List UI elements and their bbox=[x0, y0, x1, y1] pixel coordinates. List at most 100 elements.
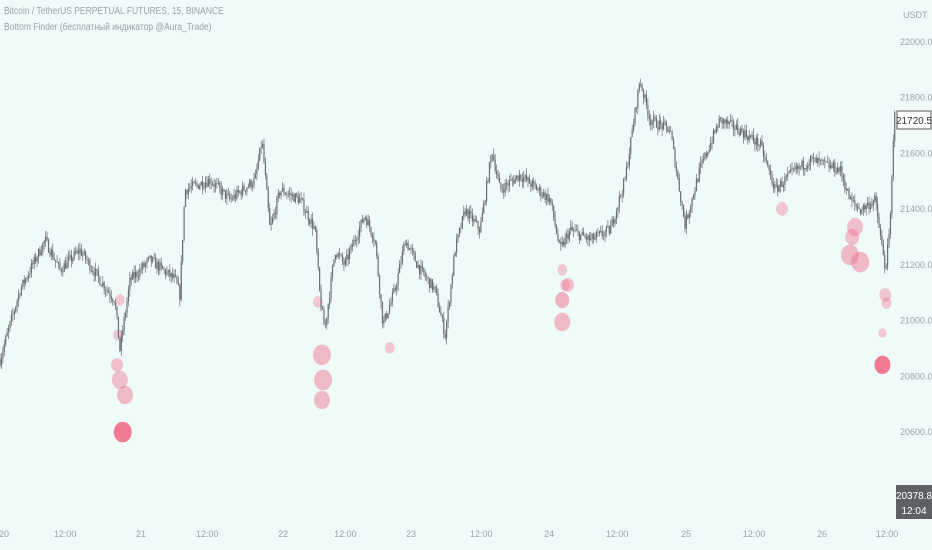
bottom-signal-bubble bbox=[312, 344, 331, 366]
candle-body bbox=[404, 244, 406, 246]
time-tick-label: 26 bbox=[817, 529, 827, 539]
candle-body bbox=[408, 248, 411, 250]
candle-body bbox=[229, 194, 231, 199]
candle-body bbox=[290, 193, 292, 196]
candle-body bbox=[771, 174, 773, 184]
candle-body bbox=[834, 162, 836, 173]
candle-body bbox=[20, 287, 23, 295]
candle-body bbox=[176, 276, 178, 284]
candle-body bbox=[448, 302, 451, 307]
candle-body bbox=[350, 244, 352, 251]
candle-body bbox=[364, 217, 366, 219]
candle-body bbox=[872, 200, 874, 206]
candle-body bbox=[9, 321, 11, 328]
candle-body bbox=[674, 148, 676, 167]
candle-body bbox=[611, 219, 613, 226]
candle-body bbox=[289, 193, 291, 195]
candle-body bbox=[827, 161, 829, 163]
time-tick-label: 21 bbox=[136, 529, 146, 539]
candle-body bbox=[156, 261, 158, 269]
candle-body bbox=[196, 183, 198, 185]
candle-body bbox=[811, 156, 813, 159]
candle-body bbox=[819, 159, 822, 161]
candle-body bbox=[493, 155, 495, 160]
price-axis[interactable]: USDT 22000.0 21800.0 21600.0 21400.0 21200.0… bbox=[900, 10, 932, 437]
crosshair-label: 20378.8 12:04 bbox=[896, 485, 932, 519]
candle-body bbox=[875, 195, 877, 204]
candle-body bbox=[186, 189, 188, 195]
candle-body bbox=[329, 297, 331, 305]
candle-body bbox=[885, 267, 887, 269]
candle-body bbox=[75, 251, 77, 253]
candle-body bbox=[728, 121, 730, 125]
candle-body bbox=[86, 259, 88, 261]
candle-body bbox=[474, 219, 476, 222]
candle-body bbox=[394, 288, 396, 290]
candle-body bbox=[574, 230, 576, 232]
candle-body bbox=[497, 174, 499, 178]
candle-body bbox=[23, 279, 25, 284]
candle-body bbox=[347, 254, 349, 260]
candle-body bbox=[354, 239, 356, 241]
candle-body bbox=[264, 162, 267, 176]
candle-body bbox=[309, 220, 311, 224]
candle-body bbox=[463, 211, 465, 217]
candle-body bbox=[40, 252, 42, 255]
candle-body bbox=[844, 180, 846, 189]
bottom-signal-bubble bbox=[313, 390, 330, 410]
candle-body bbox=[233, 194, 235, 200]
last-price-value: 21720.5 bbox=[896, 116, 932, 127]
candle-body bbox=[511, 179, 513, 181]
candle-body bbox=[748, 135, 750, 141]
candle-body bbox=[414, 253, 416, 262]
candle-body bbox=[464, 211, 466, 215]
candle-body bbox=[43, 240, 45, 244]
candle-body bbox=[675, 166, 678, 172]
candle-body bbox=[70, 254, 72, 262]
candle-body bbox=[578, 231, 580, 241]
candle-body bbox=[874, 195, 876, 201]
candle-body bbox=[437, 293, 439, 308]
candle-body bbox=[891, 176, 893, 214]
candle-body bbox=[644, 94, 646, 98]
candle-body bbox=[170, 273, 172, 277]
candle-body bbox=[565, 234, 568, 238]
candle-body bbox=[219, 182, 221, 188]
candle-body bbox=[577, 230, 579, 232]
candle-body bbox=[166, 271, 168, 275]
candle-body bbox=[316, 229, 318, 252]
candle-body bbox=[894, 111, 896, 141]
candle-body bbox=[685, 214, 687, 229]
candle-body bbox=[324, 324, 326, 326]
candle-body bbox=[757, 137, 759, 147]
candle-body bbox=[59, 262, 61, 270]
candle-body bbox=[163, 268, 165, 270]
candle-body bbox=[892, 140, 894, 177]
candle-body bbox=[490, 156, 492, 163]
candle-body bbox=[478, 228, 481, 233]
bottom-signal-bubble bbox=[847, 217, 864, 237]
candle-body bbox=[377, 256, 379, 276]
candle-body bbox=[632, 123, 635, 130]
candle-body bbox=[123, 317, 125, 332]
candle-body bbox=[737, 124, 739, 133]
candle-body bbox=[401, 251, 404, 263]
price-tick-label: 20800.0 bbox=[900, 371, 932, 381]
time-axis[interactable]: 20 12:00 21 12:00 22 12:00 23 12:00 24 12:00 25 12:… bbox=[0, 529, 898, 539]
candle-body bbox=[103, 282, 105, 290]
candle-body bbox=[467, 209, 469, 219]
candle-body bbox=[590, 238, 592, 241]
candle-body bbox=[267, 189, 269, 209]
candle-body bbox=[818, 158, 820, 161]
candle-body bbox=[641, 85, 643, 91]
candle-body bbox=[721, 117, 723, 124]
candle-body bbox=[858, 208, 860, 210]
candle-body bbox=[339, 253, 341, 255]
candle-body bbox=[147, 257, 150, 260]
candle-body bbox=[63, 263, 65, 273]
candle-body bbox=[558, 240, 560, 242]
candle-body bbox=[794, 168, 796, 170]
candle-body bbox=[346, 254, 348, 260]
